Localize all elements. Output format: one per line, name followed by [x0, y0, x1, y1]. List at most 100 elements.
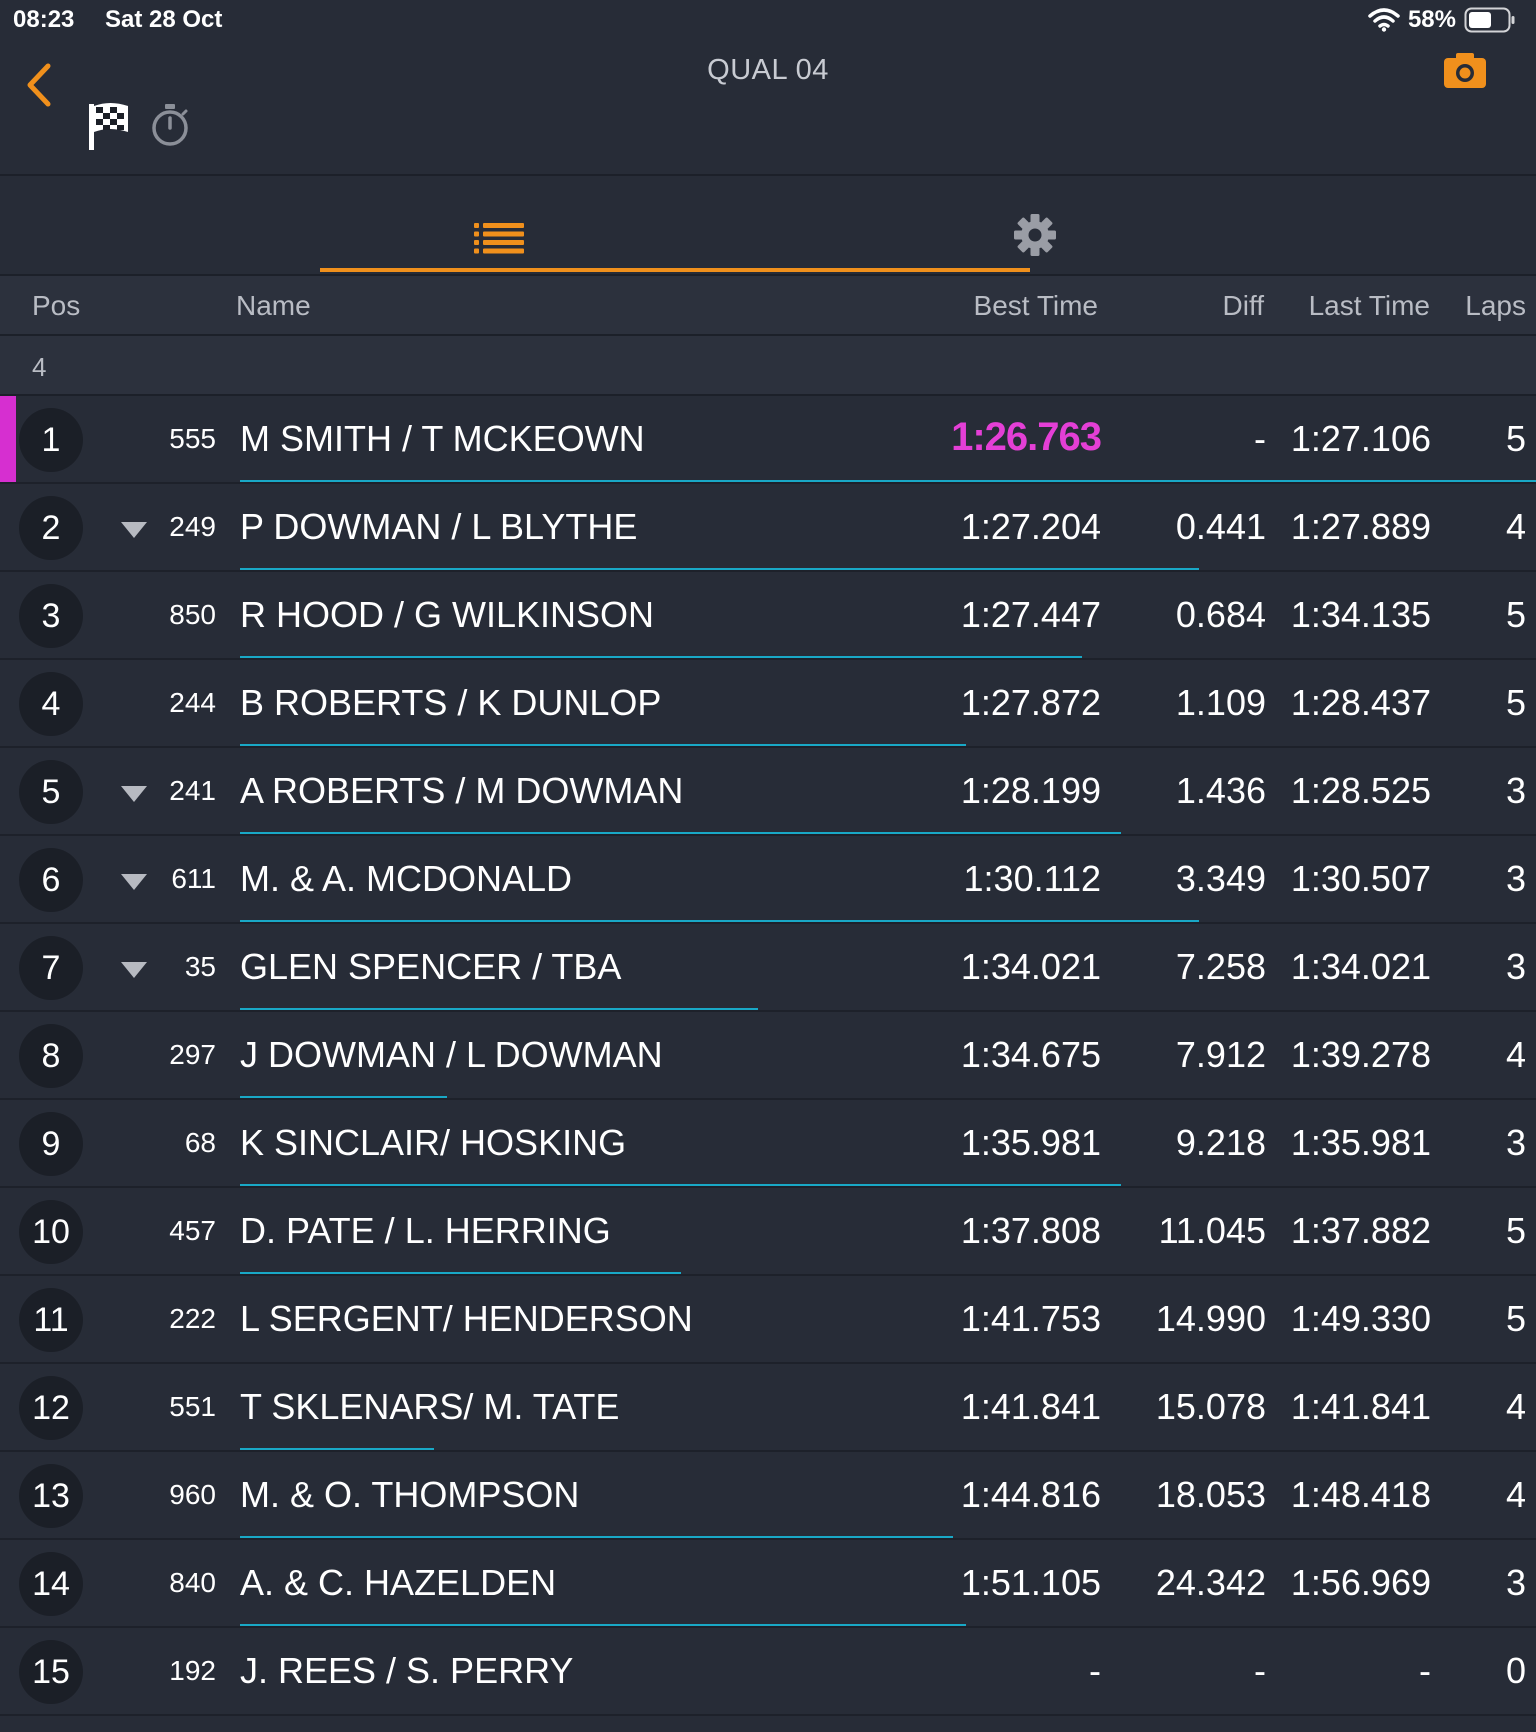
checkered-flag-icon[interactable]: [86, 100, 132, 152]
lap-count: 4: [1505, 1034, 1526, 1075]
lap-progress-bar: [240, 1096, 447, 1098]
lap-progress-bar: [240, 1536, 953, 1538]
page-title: QUAL 04: [707, 54, 829, 86]
car-number: 611: [171, 863, 216, 894]
table-row[interactable]: 4 244 B ROBERTS / K DUNLOP 1:27.872 1.109 1:2…: [0, 660, 1536, 748]
column-header-laps[interactable]: Laps: [1465, 290, 1526, 321]
diff-time: 7.912: [1175, 1034, 1266, 1075]
last-time: 1:35.981: [1290, 1122, 1431, 1163]
lap-progress-bar: [240, 480, 1536, 482]
lap-progress-bar: [240, 744, 966, 746]
best-time: 1:35.981: [960, 1122, 1101, 1163]
driver-name: M. & O. THOMPSON: [240, 1474, 580, 1515]
group-header: 4: [0, 336, 1536, 394]
car-number: 244: [169, 687, 216, 718]
column-header-best-time[interactable]: Best Time: [973, 290, 1098, 321]
table-row[interactable]: 15 192 J. REES / S. PERRY - - - 0: [0, 1628, 1536, 1716]
lap-count: 3: [1505, 858, 1526, 899]
lap-progress-bar: [240, 1624, 966, 1626]
triangle-down-icon: [121, 786, 147, 802]
position-badge: 13: [19, 1464, 83, 1528]
car-number: 297: [169, 1039, 216, 1070]
lap-progress-bar: [240, 1448, 434, 1450]
table-row[interactable]: 3 850 R HOOD / G WILKINSON 1:27.447 0.684 1:3…: [0, 572, 1536, 660]
gear-icon[interactable]: [1013, 213, 1057, 257]
column-header-last-time[interactable]: Last Time: [1308, 290, 1430, 321]
diff-time: 3.349: [1175, 858, 1266, 899]
lap-progress-bar: [240, 1184, 1121, 1186]
table-row[interactable]: 7 35 GLEN SPENCER / TBA 1:34.021 7.258 1:34.0…: [0, 924, 1536, 1012]
camera-icon[interactable]: [1442, 50, 1488, 90]
table-row[interactable]: 14 840 A. & C. HAZELDEN 1:51.105 24.342 1:56.…: [0, 1540, 1536, 1628]
diff-time: 0.684: [1175, 594, 1266, 635]
diff-time: -: [1254, 418, 1266, 459]
position-badge: 9: [19, 1112, 83, 1176]
lap-count: 5: [1505, 682, 1526, 723]
position-badge: 3: [19, 584, 83, 648]
position-badge: 6: [19, 848, 83, 912]
lap-count: 3: [1505, 770, 1526, 811]
last-time: 1:37.882: [1290, 1210, 1431, 1251]
diff-time: 18.053: [1155, 1474, 1266, 1515]
results-table: 1 555 M SMITH / T MCKEOWN 1:26.763-1:27.106…: [0, 396, 1536, 1716]
table-row[interactable]: 12 551 T SKLENARS/ M. TATE 1:41.841 15.078 1:…: [0, 1364, 1536, 1452]
column-headers: Pos Name Best Time Diff Last Time Laps: [0, 276, 1536, 334]
lap-count: 4: [1505, 1474, 1526, 1515]
driver-name: M SMITH / T MCKEOWN: [240, 418, 645, 459]
best-time: 1:37.808: [960, 1210, 1101, 1251]
car-number: 551: [169, 1391, 216, 1422]
back-chevron-icon[interactable]: [18, 60, 58, 110]
column-header-diff[interactable]: Diff: [1222, 290, 1265, 321]
lap-count: 3: [1505, 1562, 1526, 1603]
last-time: 1:27.889: [1290, 506, 1431, 547]
stopwatch-icon[interactable]: [150, 102, 190, 148]
diff-time: 14.990: [1155, 1298, 1266, 1339]
column-header-name[interactable]: Name: [236, 290, 311, 321]
lap-progress-bar: [240, 832, 1121, 834]
driver-name: T SKLENARS/ M. TATE: [240, 1386, 620, 1427]
driver-name: K SINCLAIR/ HOSKING: [240, 1122, 627, 1163]
position-badge: 14: [19, 1552, 83, 1616]
driver-name: P DOWMAN / L BLYTHE: [240, 506, 638, 547]
triangle-down-icon: [121, 874, 147, 890]
best-time: 1:41.753: [960, 1298, 1101, 1339]
car-number: 850: [169, 599, 216, 630]
tab-settings[interactable]: [1030, 176, 1536, 274]
last-time: 1:48.418: [1290, 1474, 1431, 1515]
table-row[interactable]: 10 457 D. PATE / L. HERRING 1:37.808 11.045 1…: [0, 1188, 1536, 1276]
best-time: 1:34.675: [960, 1034, 1101, 1075]
table-row[interactable]: 11 222 L SERGENT/ HENDERSON 1:41.753 14.990 1…: [0, 1276, 1536, 1364]
table-row[interactable]: 2 249 P DOWMAN / L BLYTHE 1:27.204 0.441 1:27…: [0, 484, 1536, 572]
last-time: -: [1419, 1650, 1431, 1691]
table-row[interactable]: 13 960 M. & O. THOMPSON 1:44.816 18.053 1:48.…: [0, 1452, 1536, 1540]
lap-count: 3: [1505, 946, 1526, 987]
position-badge: 2: [19, 496, 83, 560]
table-row[interactable]: 5 241 A ROBERTS / M DOWMAN 1:28.199 1.436 1:2…: [0, 748, 1536, 836]
position-badge: 11: [19, 1288, 83, 1352]
best-time: -: [1089, 1650, 1101, 1691]
driver-name: A. & C. HAZELDEN: [240, 1562, 557, 1603]
best-time: 1:30.112: [963, 858, 1101, 899]
active-tab-indicator: [320, 268, 1030, 272]
lap-count: 4: [1505, 1386, 1526, 1427]
tab-list[interactable]: [320, 176, 1030, 274]
fastest-marker: [0, 396, 16, 482]
column-header-pos[interactable]: Pos: [32, 290, 81, 321]
lap-count: 3: [1505, 1122, 1526, 1163]
lap-progress-bar: [240, 656, 1082, 658]
table-row[interactable]: 9 68 K SINCLAIR/ HOSKING 1:35.981 9.218 1:35.…: [0, 1100, 1536, 1188]
diff-time: -: [1254, 1650, 1266, 1691]
table-row[interactable]: 6 611 M. & A. MCDONALD 1:30.112 3.349 1:30.50…: [0, 836, 1536, 924]
last-time: 1:34.021: [1290, 946, 1431, 987]
lap-progress-bar: [240, 1272, 681, 1274]
status-bar: 08:23 Sat 28 Oct 58%: [0, 0, 1536, 40]
table-row[interactable]: 1 555 M SMITH / T MCKEOWN 1:26.763 -1:27.106…: [0, 396, 1536, 484]
car-number: 555: [169, 423, 216, 454]
best-time: 1:27.204: [960, 506, 1101, 547]
group-label: 4: [32, 352, 47, 382]
last-time: 1:56.969: [1290, 1562, 1431, 1603]
list-icon[interactable]: [474, 222, 524, 254]
lap-count: 0: [1505, 1650, 1526, 1691]
table-row[interactable]: 8 297 J DOWMAN / L DOWMAN 1:34.675 7.912 1:39…: [0, 1012, 1536, 1100]
driver-name: GLEN SPENCER / TBA: [240, 946, 622, 987]
